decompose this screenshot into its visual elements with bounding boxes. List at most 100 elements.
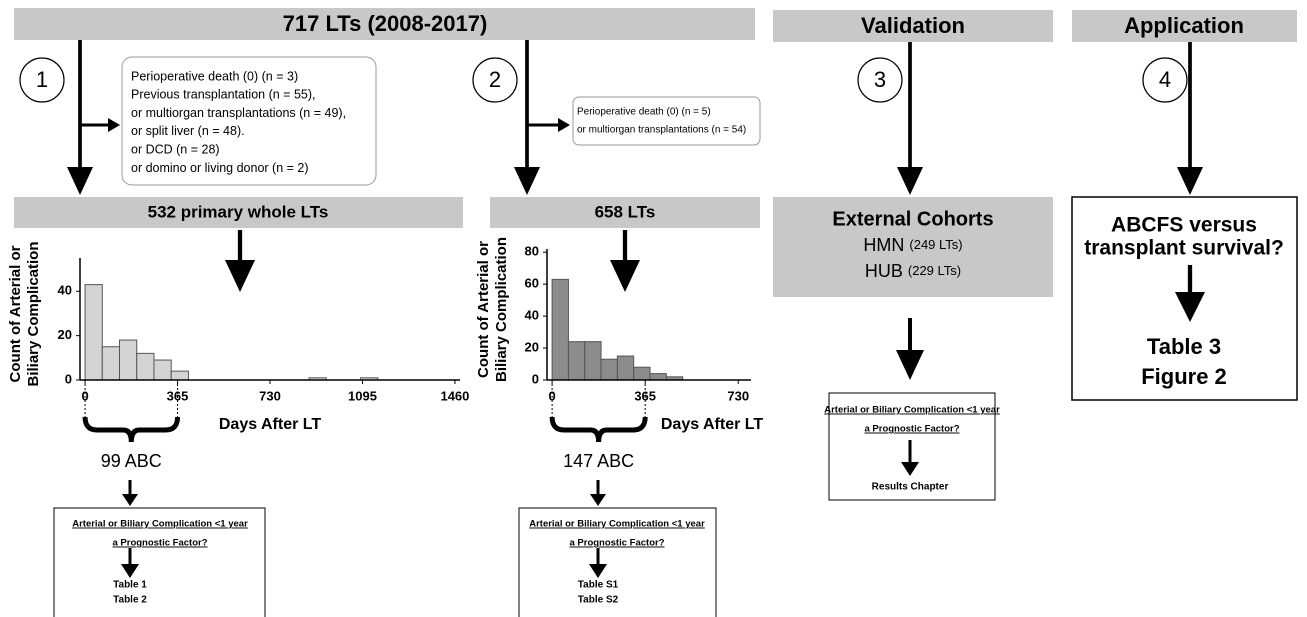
step-circle (472, 57, 518, 103)
arrow-head (896, 350, 924, 380)
x-axis-label: Days After LT (219, 416, 321, 433)
y-tick-label: 20 (525, 339, 539, 354)
arrow-head (122, 494, 138, 506)
y-axis-label: Biliary Complication (493, 237, 510, 382)
x-tick-label: 1460 (440, 388, 469, 403)
application-output: Table 3 (1147, 334, 1221, 359)
y-tick-label: 80 (525, 244, 539, 259)
histogram-bar (170, 370, 189, 381)
histogram-bar (567, 341, 586, 381)
question-line: Arterial or Biliary Complication <1 year (529, 519, 705, 530)
exclusion-box (121, 56, 377, 186)
cohort-bar (490, 197, 760, 228)
cohort-name: HMN (863, 235, 904, 255)
application-bar (1072, 10, 1297, 42)
question-line: Arterial or Biliary Complication <1 year (72, 519, 248, 530)
y-tick-label: 0 (532, 371, 539, 386)
histogram-bar (101, 346, 121, 381)
cohort-name: HUB (865, 261, 903, 281)
exclusion-line: Perioperative death (0) (n = 3) (131, 69, 298, 83)
cohort-label: 658 LTs (595, 202, 656, 221)
y-tick-label: 40 (58, 283, 72, 298)
histogram-bar (153, 359, 172, 381)
exclusion-line: or domino or living donor (n = 2) (131, 161, 309, 175)
question-line: a Prognostic Factor? (112, 538, 207, 549)
question-line: Arterial or Biliary Complication <1 year (824, 405, 1000, 416)
arrow-head (1177, 167, 1203, 195)
exclusion-line: or multiorgan transplantations (n = 49), (131, 106, 346, 120)
cohort-label: 532 primary whole LTs (148, 202, 329, 221)
exclusion-line: or multiorgan transplantations (n = 54) (577, 125, 746, 136)
external-row: HMN (249 LTs) (863, 235, 962, 255)
step-circle (1142, 57, 1188, 103)
y-axis-label: Count of Arterial or (475, 241, 492, 378)
histogram-bar (136, 352, 155, 381)
step-number: 1 (36, 67, 48, 92)
question-box (828, 392, 996, 501)
brace (82, 416, 181, 443)
exclusion-line: Perioperative death (0) (n = 5) (577, 107, 711, 118)
external-box (773, 197, 1053, 297)
question-output: Results Chapter (872, 482, 949, 493)
x-tick-label: 0 (81, 388, 88, 403)
exclusion-line: or split liver (n = 48). (131, 124, 245, 138)
x-tick-label: 1095 (348, 388, 377, 403)
application-question: ABCFS versus (1111, 214, 1257, 237)
header-title: 717 LTs (2008-2017) (283, 11, 488, 36)
question-output: Table S2 (578, 595, 619, 606)
header-bar (14, 8, 755, 40)
histogram-bar (649, 373, 667, 381)
x-tick-label: 365 (167, 388, 189, 403)
step-circle (19, 57, 65, 103)
arrow-head (121, 564, 139, 578)
arrow-head (589, 564, 607, 578)
exclusion-box (572, 96, 761, 146)
histogram-bar (584, 341, 602, 381)
histogram-bar (119, 339, 138, 381)
y-tick-label: 60 (525, 276, 539, 291)
question-line: a Prognostic Factor? (569, 538, 664, 549)
x-axis-label: Days After LT (661, 416, 763, 433)
application-question: transplant survival? (1084, 237, 1284, 260)
step-number: 4 (1159, 67, 1171, 92)
arrow-head (514, 167, 540, 195)
cohort-bar (14, 197, 463, 228)
question-output: Table S1 (578, 580, 619, 591)
y-axis-label: Count of Arterial or (7, 245, 24, 382)
brace-label: 99 ABC (101, 451, 162, 471)
x-tick-label: 0 (548, 388, 555, 403)
application-output: Figure 2 (1141, 364, 1227, 389)
x-tick-label: 365 (634, 388, 656, 403)
cohort-count: (229 LTs) (908, 263, 961, 278)
question-output: Table 2 (113, 595, 147, 606)
external-row: HUB (229 LTs) (865, 261, 961, 281)
application-title: Application (1124, 13, 1244, 38)
histogram-bar (600, 358, 618, 381)
step-circle (857, 57, 903, 103)
arrow-head (225, 260, 255, 292)
cohort-count: (249 LTs) (909, 237, 962, 252)
brace (549, 416, 648, 443)
arrow-head (590, 494, 606, 506)
exclusion-line: or DCD (n = 28) (131, 142, 220, 156)
arrow-head (901, 462, 919, 476)
validation-title: Validation (861, 13, 965, 38)
exclusion-line: Previous transplantation (n = 55), (131, 88, 315, 102)
arrow-head (610, 260, 640, 292)
x-tick-label: 730 (259, 388, 281, 403)
validation-bar (773, 10, 1053, 42)
histogram-bar (616, 355, 635, 381)
step-number: 2 (489, 67, 501, 92)
y-axis-label: Biliary Complication (25, 241, 42, 386)
step-number: 3 (874, 67, 886, 92)
question-box (518, 507, 717, 617)
arrow-head (1175, 292, 1205, 322)
arrow-head (67, 167, 93, 195)
arrow-head (897, 167, 923, 195)
histogram-bar (84, 284, 103, 381)
external-title: External Cohorts (832, 208, 993, 230)
y-tick-label: 0 (65, 371, 72, 386)
y-tick-label: 20 (58, 327, 72, 342)
